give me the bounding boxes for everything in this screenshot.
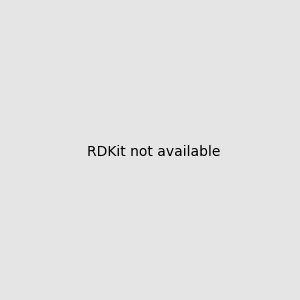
Text: RDKit not available: RDKit not available	[87, 145, 220, 158]
